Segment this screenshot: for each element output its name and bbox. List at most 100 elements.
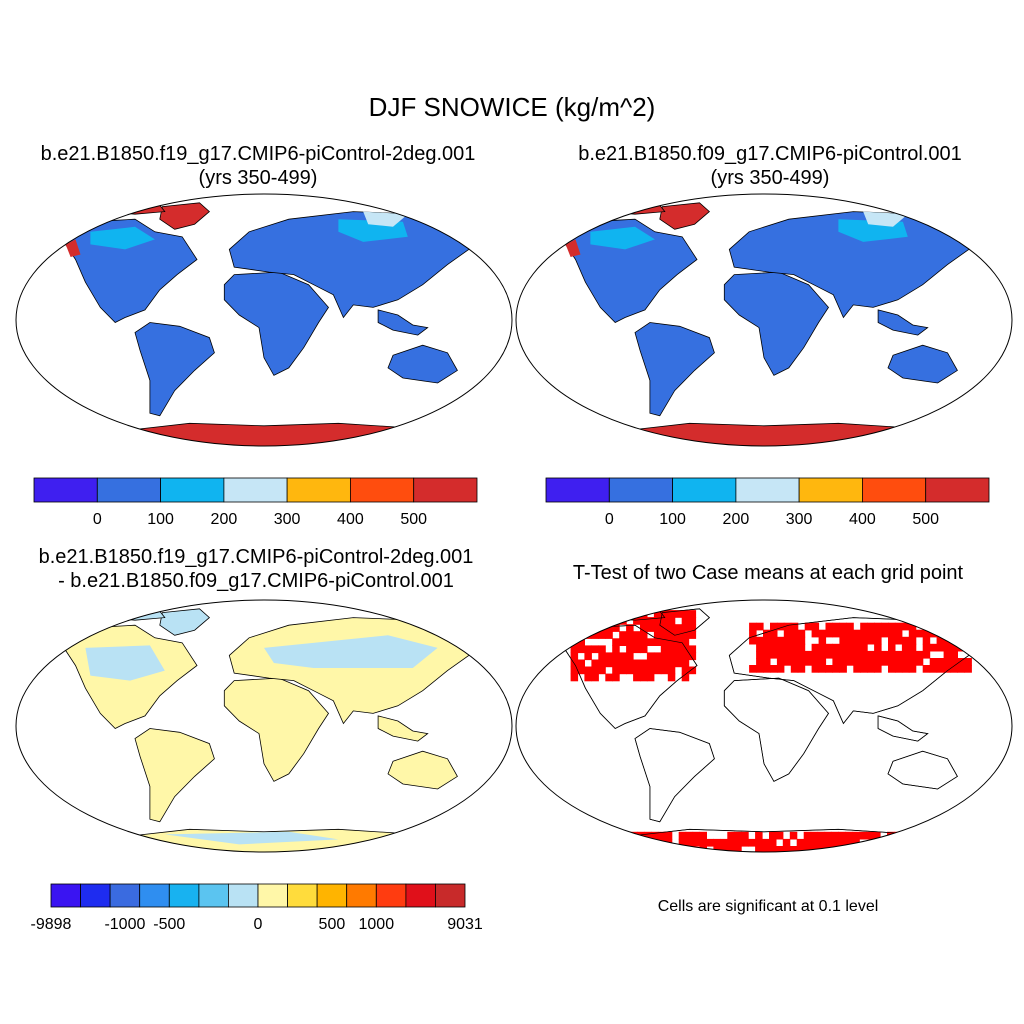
significant-cell: [811, 629, 820, 638]
significant-cell: [667, 638, 676, 646]
significant-cell: [859, 831, 867, 840]
colorbar-box: [925, 477, 990, 503]
significant-cell: [860, 622, 868, 631]
significant-cell: [646, 659, 655, 668]
significant-cell: [887, 838, 895, 847]
significant-cell: [860, 643, 868, 652]
snow-band-snow-mid: [590, 226, 655, 250]
significant-cell: [626, 659, 634, 668]
significant-cell: [713, 846, 721, 852]
significant-cell: [616, 846, 624, 852]
significant-cell: [685, 831, 694, 840]
significant-cell: [776, 665, 785, 673]
significant-cell: [797, 636, 806, 645]
significant-cell: [591, 645, 599, 654]
colorbar-box: [346, 883, 377, 908]
significant-cell: [964, 629, 972, 638]
significant-cell: [901, 650, 910, 659]
significant-cell: [936, 665, 945, 673]
significant-cell: [846, 622, 854, 631]
colorbar-box: [168, 883, 200, 908]
continent-southAmerica: [134, 728, 215, 823]
significant-cell: [612, 645, 620, 654]
colorbar-box: [545, 477, 610, 503]
significant-cell: [633, 631, 641, 639]
panel-difference-title-line2: - b.e21.B1850.f09_g17.CMIP6-piControl.00…: [58, 570, 454, 592]
significant-cell: [688, 631, 697, 639]
coastline-northAmerica: [557, 624, 698, 729]
continent-africa: [223, 271, 330, 376]
difference-negative-patch: [264, 635, 438, 668]
significant-cell: [817, 838, 826, 847]
significant-cell: [846, 650, 854, 659]
significant-cell: [846, 636, 854, 645]
significant-cell: [789, 831, 798, 840]
coastline-seAsia: [877, 715, 929, 742]
significant-cell: [957, 665, 965, 673]
significant-cell: [598, 666, 606, 675]
colorbar-tick-label: 300: [786, 511, 813, 528]
significant-cell: [776, 658, 785, 666]
significant-cell: [763, 650, 771, 659]
significant-cell: [727, 838, 735, 847]
significant-cell: [839, 629, 847, 638]
significant-cell: [619, 631, 627, 639]
significant-cell: [928, 838, 937, 847]
significant-cell: [762, 838, 770, 847]
significant-cell: [853, 643, 861, 652]
significant-cell: [619, 659, 627, 668]
significant-cell: [907, 838, 916, 847]
map-panel-difference: [57, 604, 473, 852]
significant-cell: [591, 610, 599, 618]
significant-cell: [688, 652, 697, 661]
significant-cell: [756, 636, 764, 645]
significant-cell: [943, 622, 952, 631]
significant-cell: [633, 666, 641, 675]
significant-cell: [598, 652, 606, 661]
colorbar-tick-label: 100: [659, 511, 686, 528]
significant-cell: [688, 617, 697, 625]
significant-cell: [667, 666, 676, 675]
colorbar-box: [608, 477, 673, 503]
significant-cell: [860, 665, 868, 673]
significant-cell: [674, 652, 683, 661]
significant-cell: [644, 831, 652, 840]
significant-cell: [623, 831, 631, 840]
coastline-africa: [723, 677, 829, 782]
significant-cell: [908, 665, 917, 673]
significant-cell: [894, 650, 903, 659]
significant-cell: [874, 665, 882, 673]
significant-cell: [591, 673, 599, 682]
significant-cell: [845, 831, 853, 840]
significant-cell: [853, 629, 861, 638]
significant-cell: [602, 831, 610, 840]
significant-cell: [880, 846, 888, 852]
significant-cell: [867, 636, 875, 645]
significant-cell: [612, 666, 620, 675]
significant-cell: [888, 629, 896, 638]
significant-cell: [660, 645, 669, 654]
snow-band-snow-light: [863, 211, 908, 227]
continent-australia: [387, 344, 458, 384]
significant-cell: [626, 645, 634, 654]
significant-cell: [818, 665, 827, 673]
significant-cell: [763, 629, 771, 638]
significant-cell: [653, 652, 662, 661]
significant-cell: [782, 846, 791, 852]
significant-cell: [908, 643, 917, 652]
panel-case1-title-line1: b.e21.B1850.f19_g17.CMIP6-piControl-2deg…: [40, 143, 476, 165]
significant-cell: [796, 838, 805, 847]
continent-greenland: [159, 202, 211, 230]
significant-cell: [867, 665, 875, 673]
significant-cell: [950, 665, 958, 673]
significant-cell: [681, 638, 690, 646]
significant-cell: [653, 624, 662, 632]
significant-cell: [660, 638, 669, 646]
significant-cell: [681, 617, 690, 625]
colorbar-tick-label: 0: [93, 511, 102, 528]
significant-cell: [845, 838, 853, 847]
colorbar-box: [50, 883, 82, 908]
significant-cell: [950, 658, 958, 666]
colorbar-box: [198, 883, 229, 908]
significant-cell: [605, 631, 613, 639]
